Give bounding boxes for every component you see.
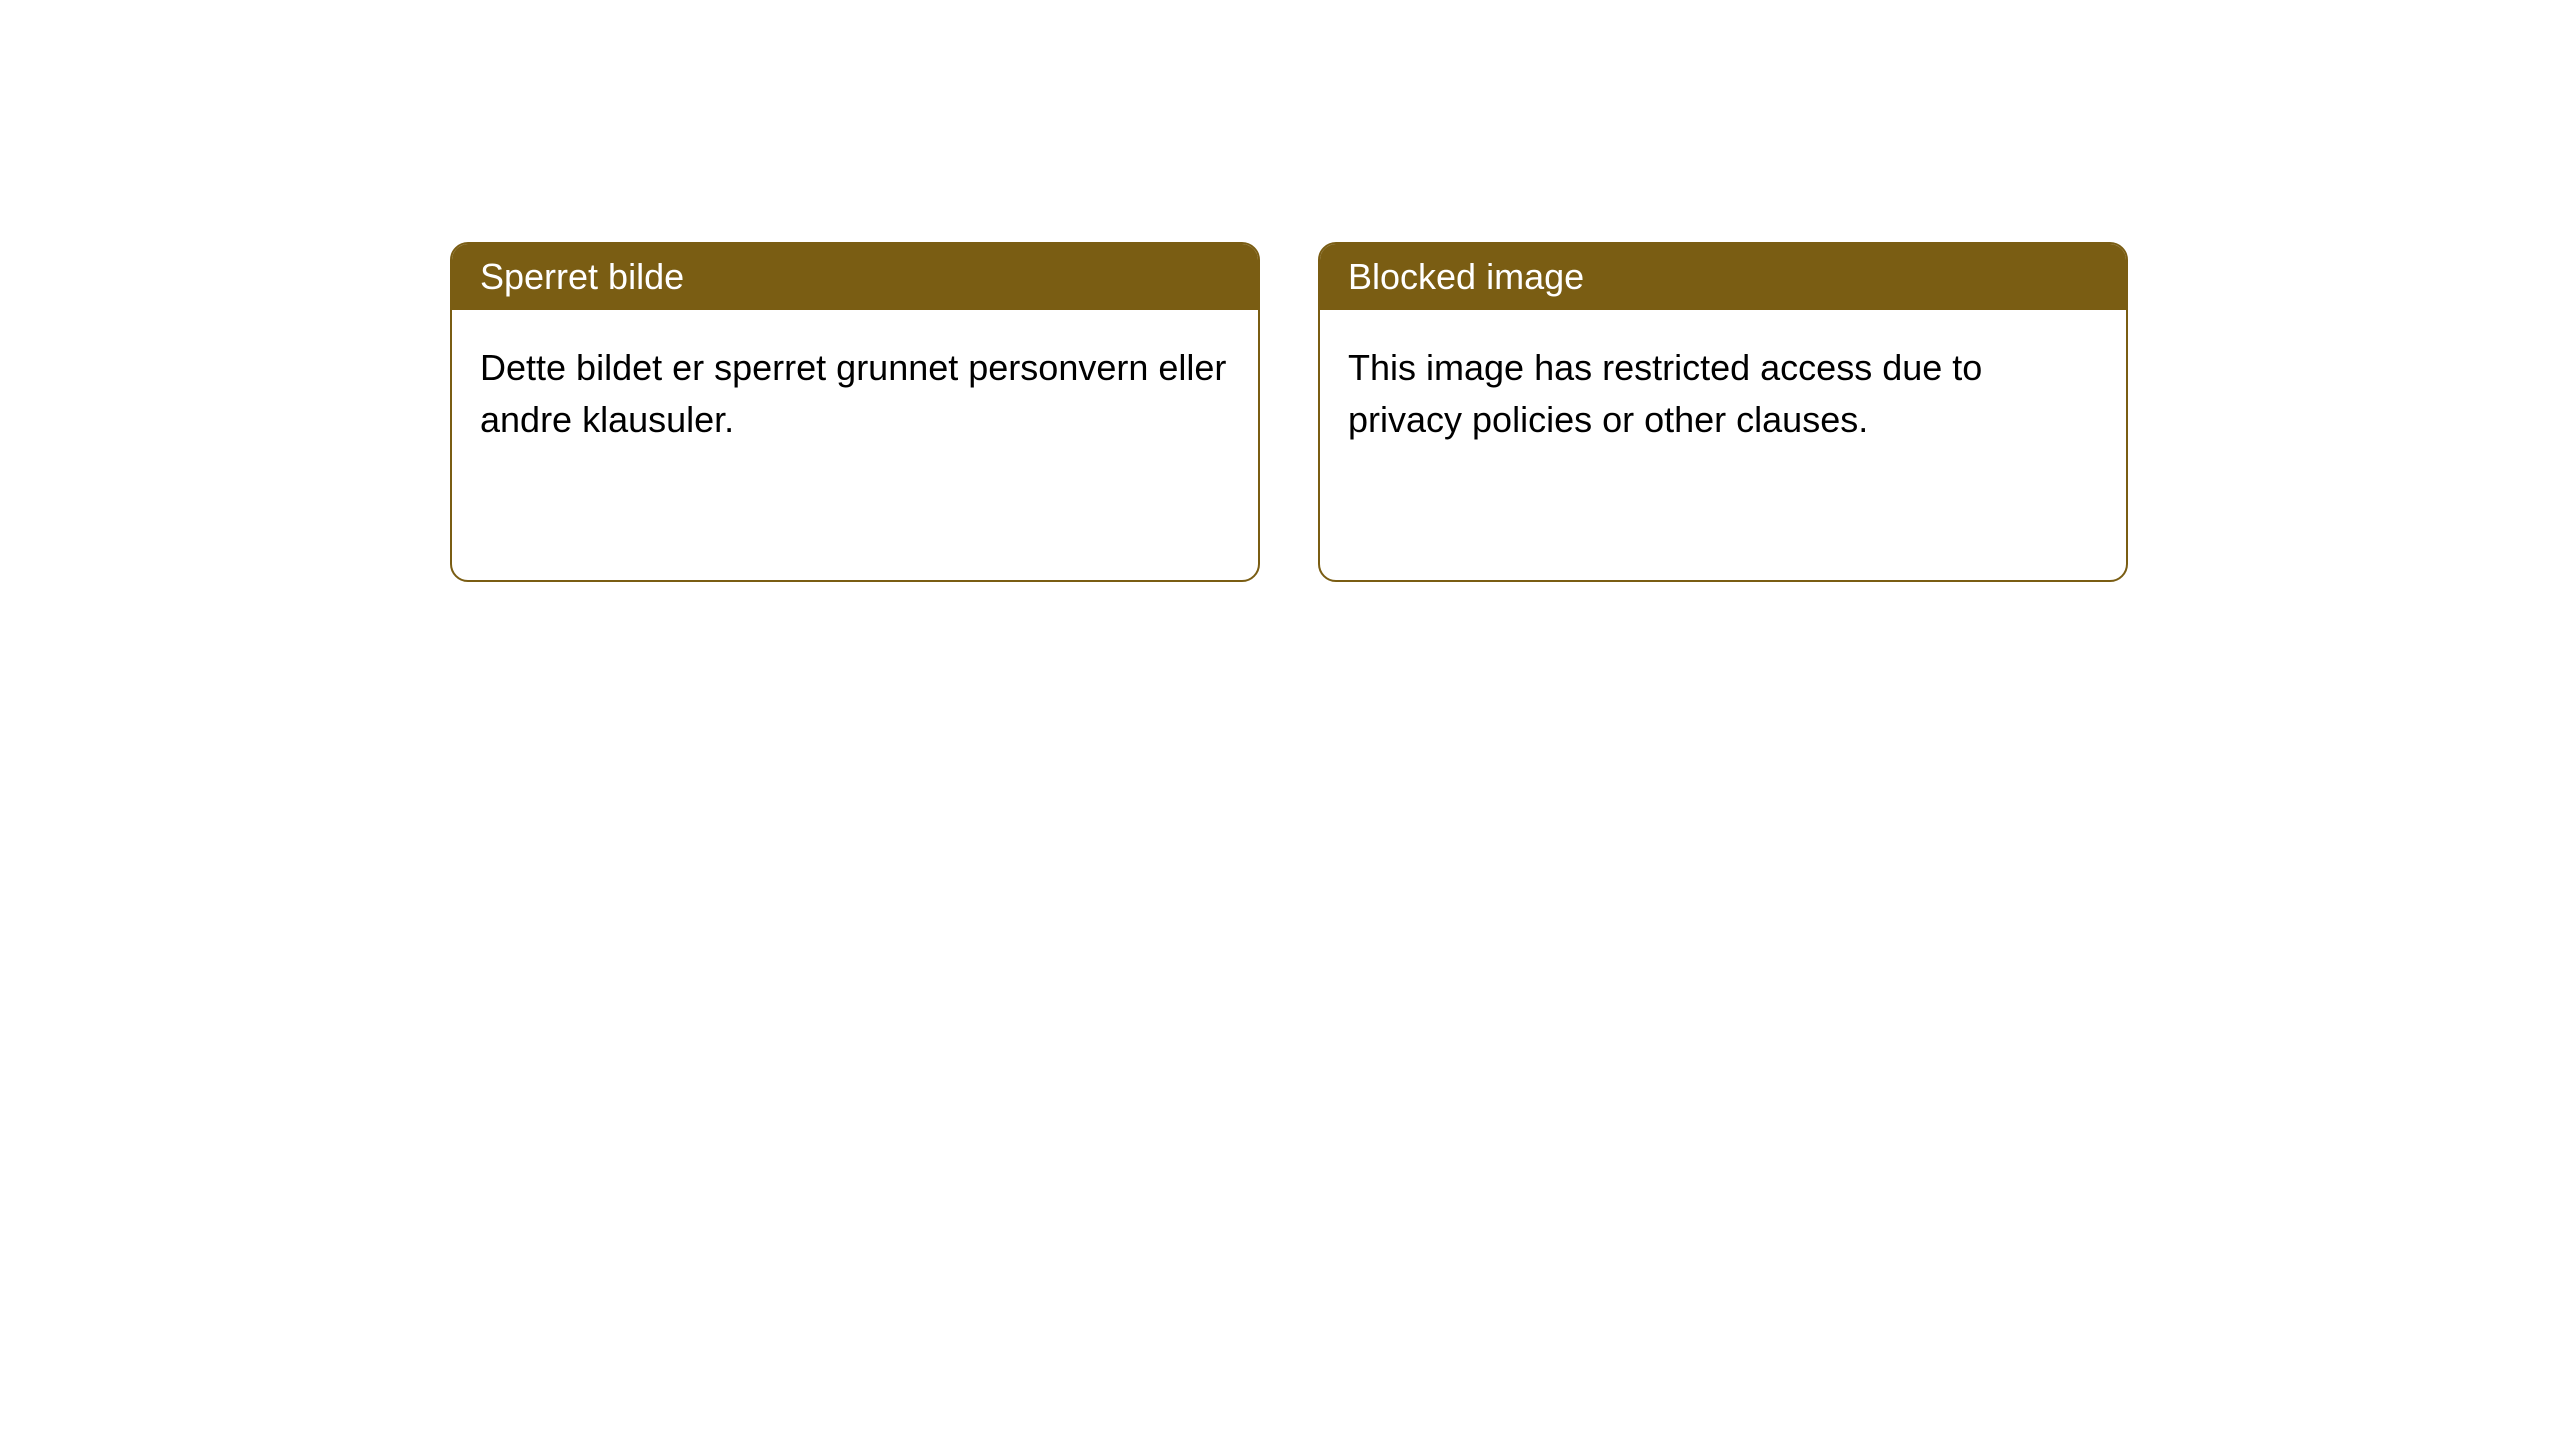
notice-header: Sperret bilde <box>452 244 1258 310</box>
notice-body: This image has restricted access due to … <box>1320 310 2126 478</box>
notice-body: Dette bildet er sperret grunnet personve… <box>452 310 1258 478</box>
notice-card-english: Blocked image This image has restricted … <box>1318 242 2128 582</box>
notice-container: Sperret bilde Dette bildet er sperret gr… <box>450 242 2128 582</box>
notice-header: Blocked image <box>1320 244 2126 310</box>
notice-card-norwegian: Sperret bilde Dette bildet er sperret gr… <box>450 242 1260 582</box>
